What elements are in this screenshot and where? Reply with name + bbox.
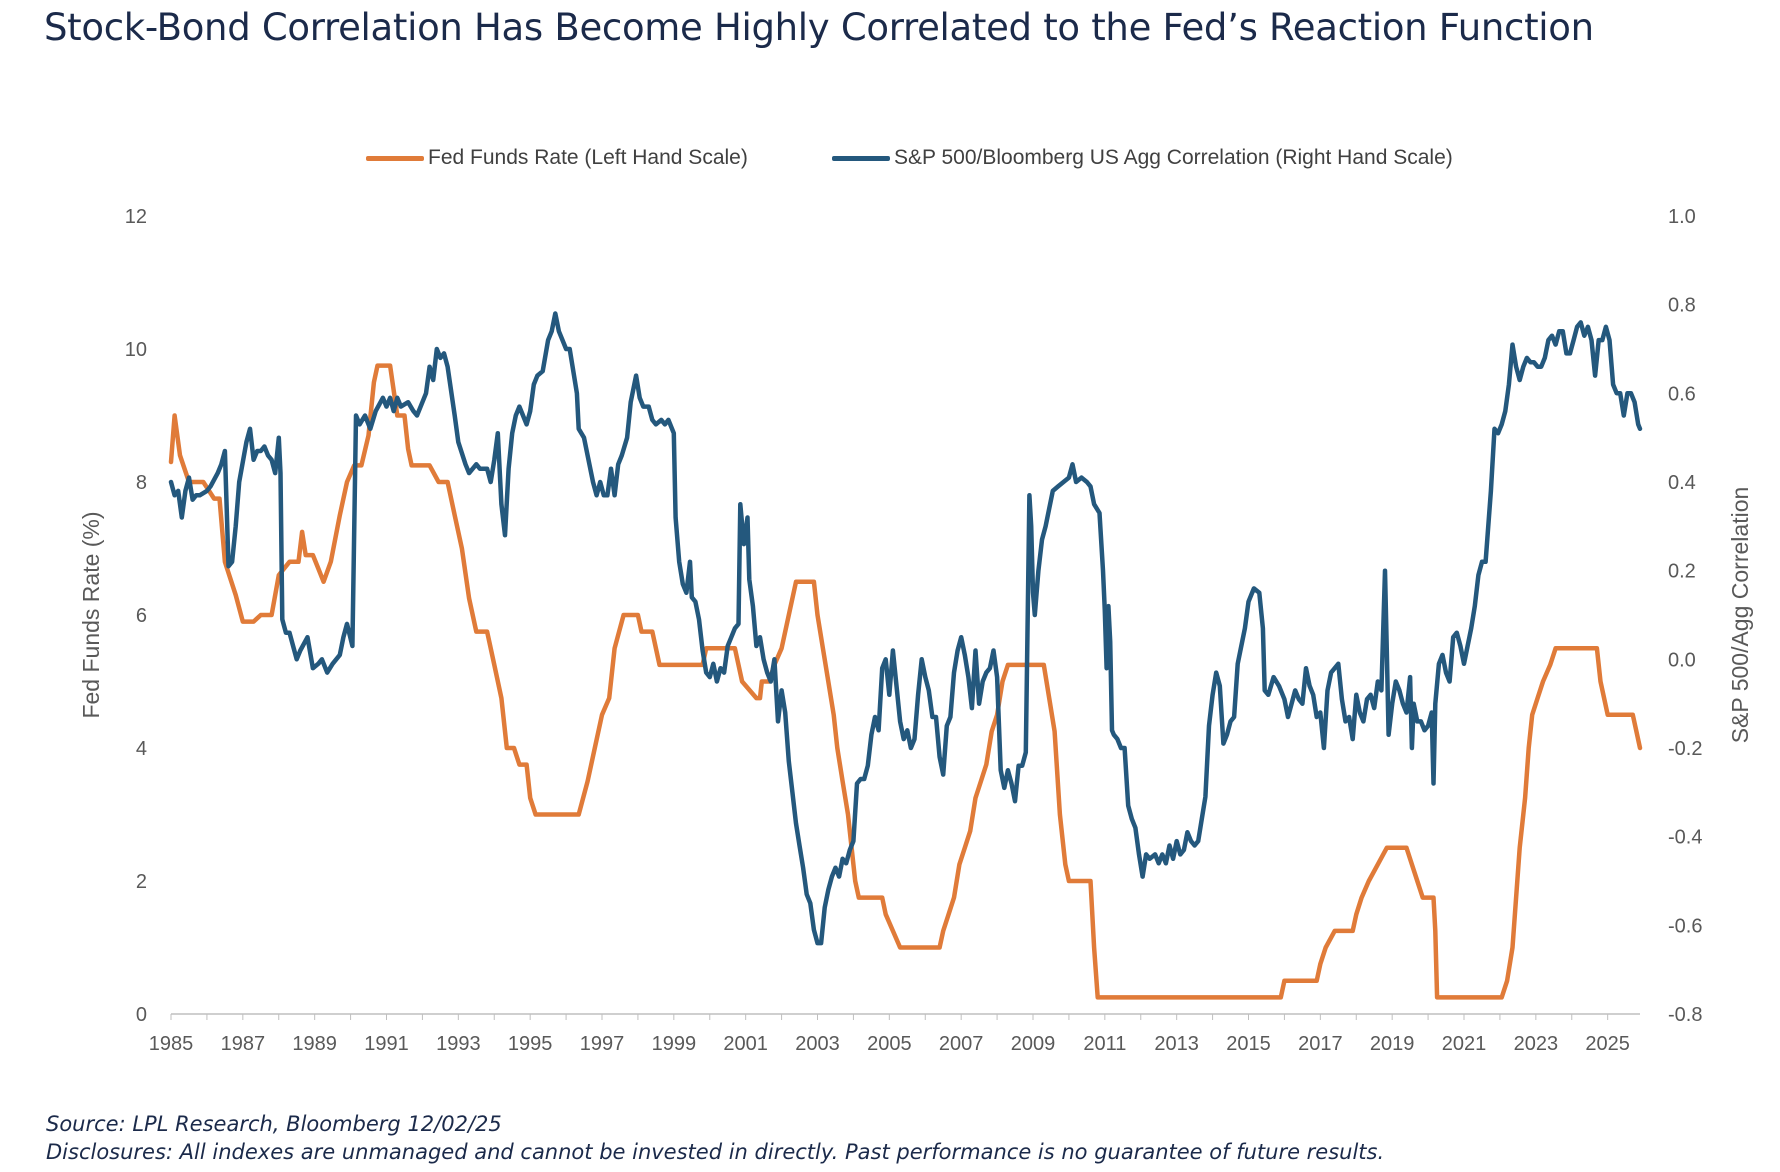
right-y-tick-label: 0.0 bbox=[1668, 649, 1696, 671]
x-tick-label: 1995 bbox=[508, 1033, 553, 1055]
x-tick-label: 2003 bbox=[795, 1033, 840, 1055]
right-y-tick-label: 0.6 bbox=[1668, 383, 1696, 405]
x-tick-label: 2017 bbox=[1298, 1033, 1343, 1055]
left-y-tick-label: 12 bbox=[125, 206, 147, 228]
x-tick-label: 2015 bbox=[1226, 1033, 1271, 1055]
right-y-tick-label: 1.0 bbox=[1668, 206, 1696, 228]
x-tick-label: 2013 bbox=[1154, 1033, 1199, 1055]
right-y-axis-title: S&P 500/Agg Correlation bbox=[1727, 487, 1753, 744]
x-tick-label: 1987 bbox=[221, 1033, 266, 1055]
legend-label-correlation: S&P 500/Bloomberg US Agg Correlation (Ri… bbox=[894, 146, 1453, 169]
source-note: Source: LPL Research, Bloomberg 12/02/25 bbox=[46, 1112, 502, 1136]
x-tick-label: 2021 bbox=[1442, 1033, 1487, 1055]
stock-bond-correlation-line bbox=[168, 311, 1643, 946]
x-tick-label: 2001 bbox=[723, 1033, 768, 1055]
x-tick-label: 1989 bbox=[292, 1033, 337, 1055]
fed-funds-rate-line bbox=[168, 363, 1643, 1000]
legend-label-fed-funds: Fed Funds Rate (Left Hand Scale) bbox=[428, 146, 748, 169]
chart-series bbox=[168, 311, 1643, 1000]
x-tick-label: 1997 bbox=[580, 1033, 625, 1055]
x-tick-label: 2009 bbox=[1011, 1033, 1056, 1055]
legend-swatch-fed-funds bbox=[366, 155, 424, 161]
right-y-tick-label: -0.2 bbox=[1668, 738, 1702, 760]
legend: Fed Funds Rate (Left Hand Scale) S&P 500… bbox=[0, 146, 1780, 176]
left-y-tick-label: 2 bbox=[136, 871, 147, 893]
right-y-tick-label: -0.4 bbox=[1668, 827, 1702, 849]
left-y-tick-label: 4 bbox=[136, 738, 147, 760]
x-tick-label: 2011 bbox=[1083, 1033, 1126, 1055]
legend-swatch-correlation bbox=[832, 155, 890, 161]
right-y-tick-label: 0.4 bbox=[1668, 472, 1696, 494]
left-y-tick-label: 6 bbox=[136, 605, 147, 627]
left-y-axis-title: Fed Funds Rate (%) bbox=[78, 511, 104, 718]
x-tick-label: 2023 bbox=[1514, 1033, 1559, 1055]
x-tick-label: 2019 bbox=[1370, 1033, 1415, 1055]
x-tick-label: 1993 bbox=[436, 1033, 481, 1055]
legend-item-correlation: S&P 500/Bloomberg US Agg Correlation (Ri… bbox=[832, 146, 1453, 170]
x-tick-label: 1999 bbox=[652, 1033, 697, 1055]
x-tick-label: 2007 bbox=[939, 1033, 984, 1055]
x-tick-label: 2005 bbox=[867, 1033, 912, 1055]
disclosure-note: Disclosures: All indexes are unmanaged a… bbox=[46, 1140, 1385, 1164]
left-y-tick-label: 0 bbox=[136, 1004, 147, 1026]
chart-title: Stock-Bond Correlation Has Become Highly… bbox=[44, 6, 1594, 49]
x-tick-label: 1985 bbox=[149, 1033, 194, 1055]
left-y-tick-label: 8 bbox=[136, 472, 147, 494]
legend-item-fed-funds: Fed Funds Rate (Left Hand Scale) bbox=[366, 146, 748, 170]
right-y-tick-label: -0.6 bbox=[1668, 915, 1702, 937]
x-tick-label: 1991 bbox=[364, 1033, 409, 1055]
right-y-tick-label: -0.8 bbox=[1668, 1004, 1702, 1026]
chart-axes: 1985 1987 1989 1991 1993 1995 1997 1999 2001 2003… bbox=[78, 206, 1753, 1055]
right-y-tick-label: 0.2 bbox=[1668, 561, 1696, 583]
left-y-tick-label: 10 bbox=[125, 339, 147, 361]
x-tick-label: 2025 bbox=[1585, 1033, 1630, 1055]
right-y-tick-label: 0.8 bbox=[1668, 295, 1696, 317]
